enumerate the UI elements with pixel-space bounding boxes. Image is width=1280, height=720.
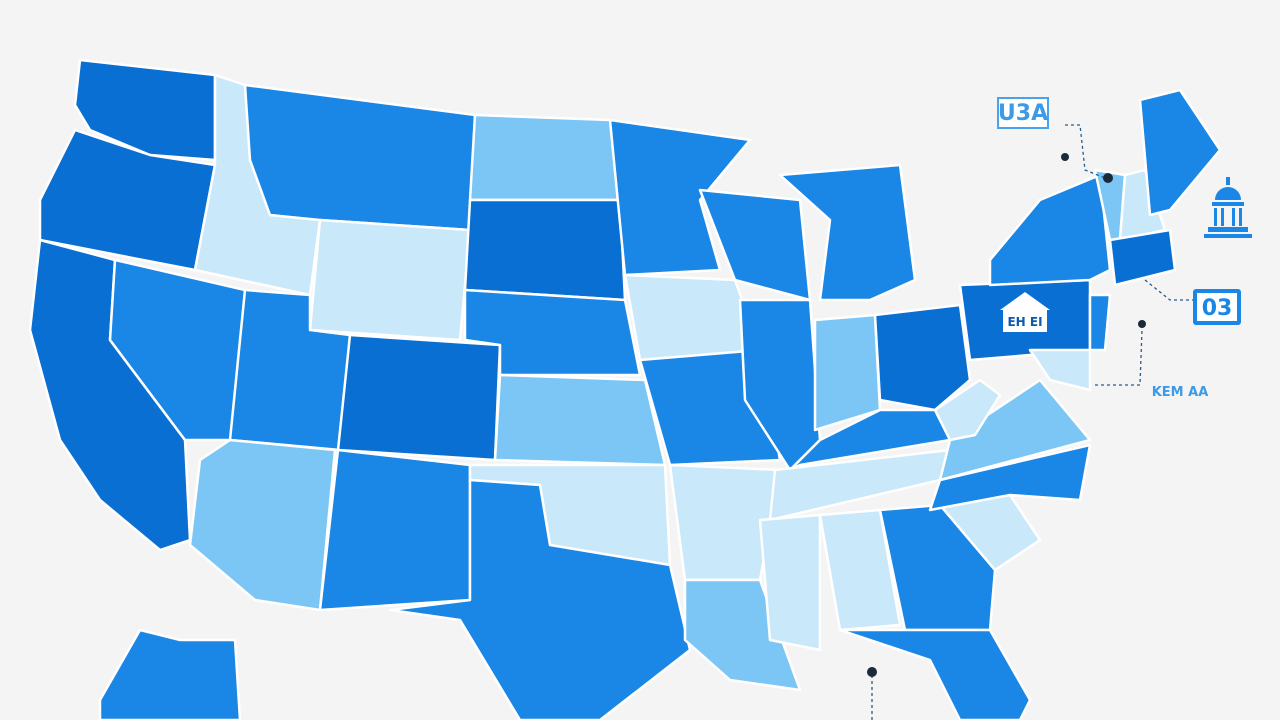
new-york — [988, 173, 1112, 287]
new-jersey — [1088, 293, 1112, 352]
leader-line — [1095, 329, 1143, 386]
capitol-icon — [1204, 177, 1252, 238]
west-virginia — [933, 378, 1002, 442]
annotations: U3A 03 EH EI KEM AA — [867, 97, 1252, 720]
badge-text: 03 — [1202, 296, 1233, 321]
mississippi — [758, 513, 822, 652]
states — [28, 58, 1222, 720]
maine — [1138, 88, 1222, 217]
marker — [1103, 173, 1113, 183]
massachusetts — [1108, 228, 1177, 287]
alabama — [818, 508, 902, 632]
ohio — [873, 303, 972, 412]
south-dakota — [463, 198, 627, 302]
leader-line — [1065, 124, 1111, 181]
alaska — [98, 628, 242, 720]
building-sign: EH EI — [1007, 315, 1042, 329]
building-roof — [1000, 292, 1050, 310]
minnesota — [608, 118, 752, 277]
kansas — [493, 373, 667, 467]
badge-box — [997, 97, 1049, 129]
virginia — [938, 378, 1092, 482]
caption: KEM AA — [1152, 385, 1209, 400]
north-dakota — [468, 113, 622, 202]
marker — [1061, 153, 1069, 161]
wyoming — [308, 218, 472, 342]
arizona — [188, 438, 337, 612]
north-carolina — [928, 443, 1092, 512]
badge-inner — [1197, 293, 1237, 321]
maryland — [1028, 348, 1092, 392]
leader-line — [1144, 279, 1195, 301]
colorado — [336, 333, 502, 462]
new-mexico — [318, 448, 472, 612]
michigan — [778, 163, 917, 302]
marker — [1138, 320, 1146, 328]
badge-text: U3A — [998, 101, 1048, 126]
indiana — [813, 313, 882, 432]
nevada — [108, 258, 247, 442]
building-body — [1003, 310, 1047, 332]
marker — [867, 667, 877, 677]
louisiana — [683, 578, 802, 692]
texas — [388, 478, 692, 720]
florida — [838, 628, 1032, 720]
